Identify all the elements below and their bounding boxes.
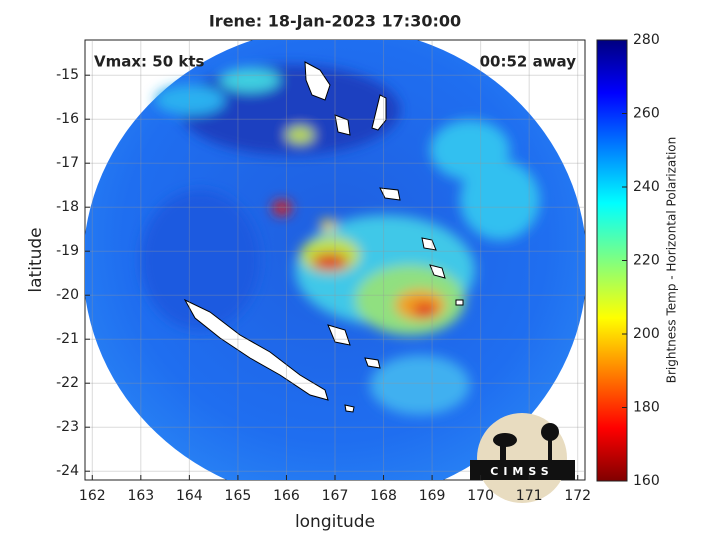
colorbar-tick-label: 200 (633, 326, 660, 342)
x-axis-label: longitude (295, 512, 375, 532)
y-tick-label: -21 (56, 331, 79, 347)
colorbar-tick-label: 180 (633, 400, 660, 416)
x-tick-label: 169 (419, 488, 446, 504)
y-tick-label: -22 (56, 375, 79, 391)
y-tick-label: -15 (56, 67, 79, 83)
x-tick-label: 164 (176, 488, 203, 504)
cimss-logo: CIMSS (470, 413, 575, 503)
y-axis-label: latitude (26, 227, 46, 292)
y-tick-label: -24 (56, 463, 79, 479)
colorbar-tick-label: 220 (633, 253, 660, 269)
x-tick-label: 162 (79, 488, 106, 504)
x-tick-label: 168 (370, 488, 397, 504)
x-tick-label: 163 (127, 488, 154, 504)
x-tick-label: 166 (273, 488, 300, 504)
y-tick-label: -18 (56, 199, 79, 215)
colorbar-label: Brightness Temp - Horizontal Polarizatio… (665, 137, 679, 384)
colorbar-tick-label: 260 (633, 106, 660, 122)
title: Irene: 18-Jan-2023 17:30:00 (209, 12, 461, 31)
grid (85, 40, 585, 480)
colorbar-tick-label: 280 (633, 32, 660, 48)
colorbar-tick-label: 240 (633, 179, 660, 195)
x-tick-label: 172 (564, 488, 591, 504)
colorbar-tick-label: 160 (633, 473, 660, 489)
y-tick-label: -19 (56, 243, 79, 259)
x-tick-label: 165 (225, 488, 252, 504)
y-tick-label: -23 (56, 419, 79, 435)
x-tick-label: 171 (516, 488, 543, 504)
logo-text: CIMSS (490, 465, 553, 478)
y-tick-label: -17 (56, 155, 79, 171)
y-tick-label: -20 (56, 287, 79, 303)
x-tick-label: 167 (322, 488, 349, 504)
vmax-annotation: Vmax: 50 kts (94, 53, 204, 71)
satellite-image (85, 40, 585, 480)
time-annotation: 00:52 away (480, 53, 577, 71)
y-tick-label: -16 (56, 111, 79, 127)
x-tick-label: 170 (467, 488, 494, 504)
